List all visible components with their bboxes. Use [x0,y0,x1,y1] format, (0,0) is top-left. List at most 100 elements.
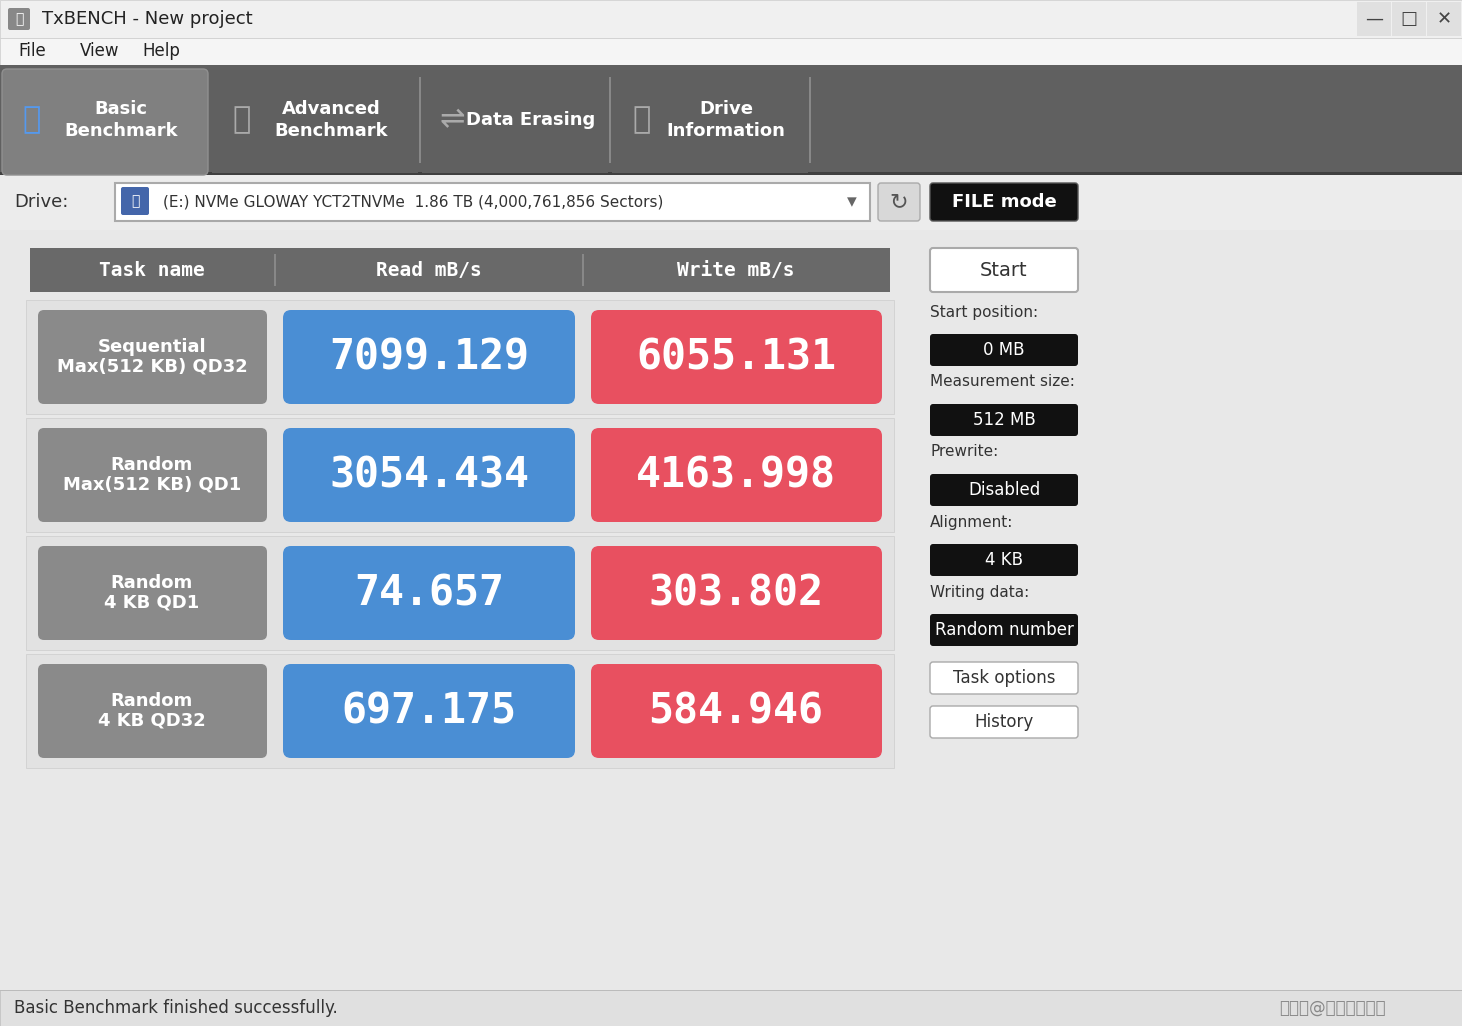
FancyBboxPatch shape [930,662,1077,694]
FancyBboxPatch shape [879,183,920,221]
Bar [0,230,1462,990]
Text: View: View [80,42,120,60]
FancyBboxPatch shape [38,546,268,640]
Bar [26,654,893,768]
FancyBboxPatch shape [284,664,575,758]
Text: Prewrite:: Prewrite: [930,444,999,460]
Bar [420,77,421,163]
FancyBboxPatch shape [930,544,1077,576]
Bar [1427,2,1461,36]
Bar [0,172,1462,175]
Text: 303.802: 303.802 [649,573,823,614]
FancyBboxPatch shape [591,428,882,522]
Bar [115,183,870,221]
Text: Drive: Drive [699,100,753,118]
Text: Measurement size:: Measurement size: [930,374,1075,390]
Text: 512 MB: 512 MB [972,411,1035,429]
Text: Data Erasing: Data Erasing [466,111,595,129]
Text: ⇌: ⇌ [439,106,465,134]
Text: 搜狐号@我是四海飘零: 搜狐号@我是四海飘零 [1279,999,1386,1017]
Text: Sequential: Sequential [98,338,206,356]
Text: Max(512 KB) QD1: Max(512 KB) QD1 [63,476,241,494]
Text: Information: Information [667,122,785,140]
Text: Alignment:: Alignment: [930,514,1013,529]
Text: Read mB/s: Read mB/s [376,261,482,279]
Bar [273,254,276,286]
Text: ↻: ↻ [890,192,908,212]
Text: 7099.129: 7099.129 [329,336,529,378]
FancyBboxPatch shape [7,8,31,30]
Text: Start: Start [980,261,1028,279]
FancyBboxPatch shape [38,664,268,758]
Text: (E:) NVMe GLOWAY YCT2TNVMe  1.86 TB (4,000,761,856 Sectors): (E:) NVMe GLOWAY YCT2TNVMe 1.86 TB (4,00… [162,195,664,209]
Text: 0 MB: 0 MB [984,341,1025,359]
Text: ▾: ▾ [846,193,857,211]
Text: 3054.434: 3054.434 [329,453,529,496]
Text: History: History [974,713,1034,731]
FancyBboxPatch shape [284,546,575,640]
Text: Writing data:: Writing data: [930,585,1029,599]
Text: □: □ [1401,10,1418,28]
Bar [212,73,418,173]
Text: Disabled: Disabled [968,481,1039,499]
Text: ⏱: ⏱ [15,12,23,26]
Text: Max(512 KB) QD32: Max(512 KB) QD32 [57,358,247,376]
Text: Random: Random [111,692,193,710]
Text: File: File [18,42,45,60]
Bar [26,536,893,650]
FancyBboxPatch shape [1,69,208,175]
Text: 4 KB QD1: 4 KB QD1 [104,594,200,611]
Bar [1357,2,1390,36]
FancyBboxPatch shape [930,474,1077,506]
Text: Advanced: Advanced [282,100,380,118]
Text: Basic Benchmark finished successfully.: Basic Benchmark finished successfully. [15,999,338,1017]
Bar [808,77,811,163]
Bar [423,73,608,173]
Text: 4163.998: 4163.998 [636,453,836,496]
Bar [26,300,893,415]
Text: Drive:: Drive: [15,193,69,211]
FancyBboxPatch shape [930,614,1077,646]
Text: 4 KB: 4 KB [985,551,1023,569]
Bar [582,254,583,286]
Text: 4 KB QD32: 4 KB QD32 [98,712,206,731]
Bar [1392,2,1425,36]
Text: Write mB/s: Write mB/s [677,261,795,279]
FancyBboxPatch shape [38,310,268,404]
Text: Task name: Task name [99,261,205,279]
FancyBboxPatch shape [284,310,575,404]
Bar [610,77,611,163]
FancyBboxPatch shape [38,428,268,522]
Text: Benchmark: Benchmark [64,122,178,140]
Bar [613,73,808,173]
FancyBboxPatch shape [930,334,1077,366]
Text: 6055.131: 6055.131 [636,336,836,378]
Text: Help: Help [142,42,180,60]
Text: 584.946: 584.946 [649,690,823,732]
FancyBboxPatch shape [930,706,1077,738]
FancyBboxPatch shape [930,248,1077,292]
Text: ⏱: ⏱ [23,106,41,134]
FancyBboxPatch shape [284,428,575,522]
FancyBboxPatch shape [591,664,882,758]
Text: Benchmark: Benchmark [275,122,387,140]
Text: Basic: Basic [95,100,148,118]
Text: Random: Random [111,574,193,592]
Text: Random: Random [111,456,193,474]
Text: Task options: Task options [953,669,1056,687]
FancyBboxPatch shape [930,404,1077,436]
Bar [26,418,893,532]
FancyBboxPatch shape [121,187,149,215]
Text: Start position:: Start position: [930,305,1038,319]
FancyBboxPatch shape [591,546,882,640]
FancyBboxPatch shape [591,310,882,404]
Text: ✕: ✕ [1437,10,1452,28]
Bar [0,65,1462,175]
Text: 💻: 💻 [130,194,139,208]
Bar [0,990,1462,1026]
Bar [0,0,1462,38]
Bar [31,248,890,292]
Bar [0,38,1462,65]
FancyBboxPatch shape [930,183,1077,221]
Text: TxBENCH - New project: TxBENCH - New project [42,10,253,28]
